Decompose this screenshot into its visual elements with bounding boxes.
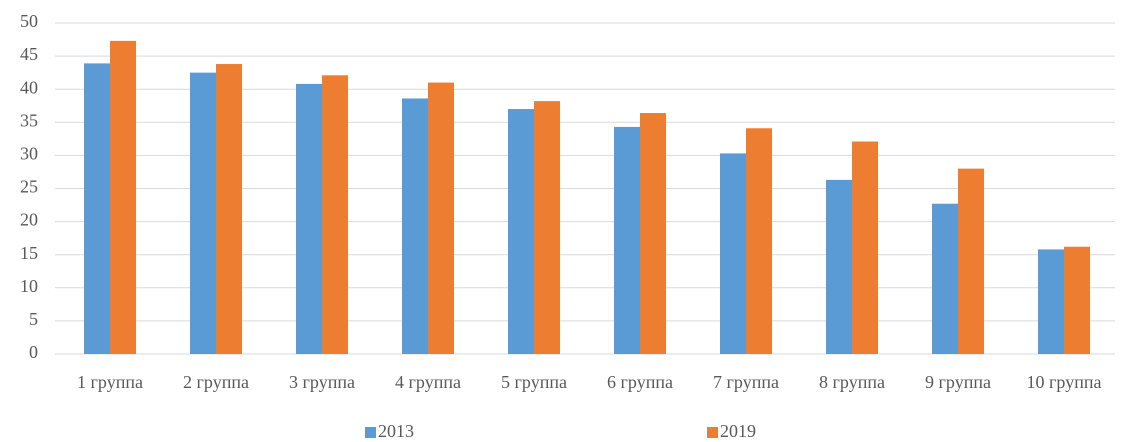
bar [402,98,428,354]
y-tick-label: 25 [20,177,38,197]
bar [428,82,454,354]
x-tick-label: 2 группа [183,372,249,392]
bar [84,63,110,355]
y-tick-label: 15 [20,243,38,263]
bar [110,40,136,355]
bar [640,113,666,354]
bar [932,203,958,354]
bar [958,168,984,354]
x-tick-label: 5 группа [501,372,567,392]
legend-label: 2019 [720,421,756,441]
x-tick-label: 4 группа [395,372,461,392]
x-tick-label: 6 группа [607,372,673,392]
bar [1038,249,1064,354]
legend-swatch [365,427,376,438]
y-tick-label: 35 [20,110,38,130]
bar [534,101,560,354]
bar [720,153,746,354]
y-tick-label: 45 [20,44,38,64]
bar [190,72,216,355]
x-tick-label: 3 группа [289,372,355,392]
bar [216,64,242,354]
legend-swatch [707,427,718,438]
x-tick-label: 9 группа [925,372,991,392]
bar [508,109,534,354]
bar [322,75,348,354]
bar [1064,246,1090,354]
y-tick-label: 5 [29,309,38,329]
x-tick-label: 1 группа [77,372,143,392]
bar [852,141,878,354]
x-tick-label: 10 группа [1027,372,1102,392]
y-tick-label: 0 [29,342,38,362]
y-tick-label: 30 [20,144,38,164]
x-tick-label: 7 группа [713,372,779,392]
y-tick-label: 10 [20,276,38,296]
bar [826,179,852,354]
bar [296,83,322,355]
bar [746,128,772,354]
y-tick-label: 40 [20,77,38,97]
legend-label: 2013 [378,421,414,441]
y-tick-label: 50 [20,11,38,31]
bar [614,126,640,355]
y-tick-label: 20 [20,210,38,230]
x-tick-label: 8 группа [819,372,885,392]
